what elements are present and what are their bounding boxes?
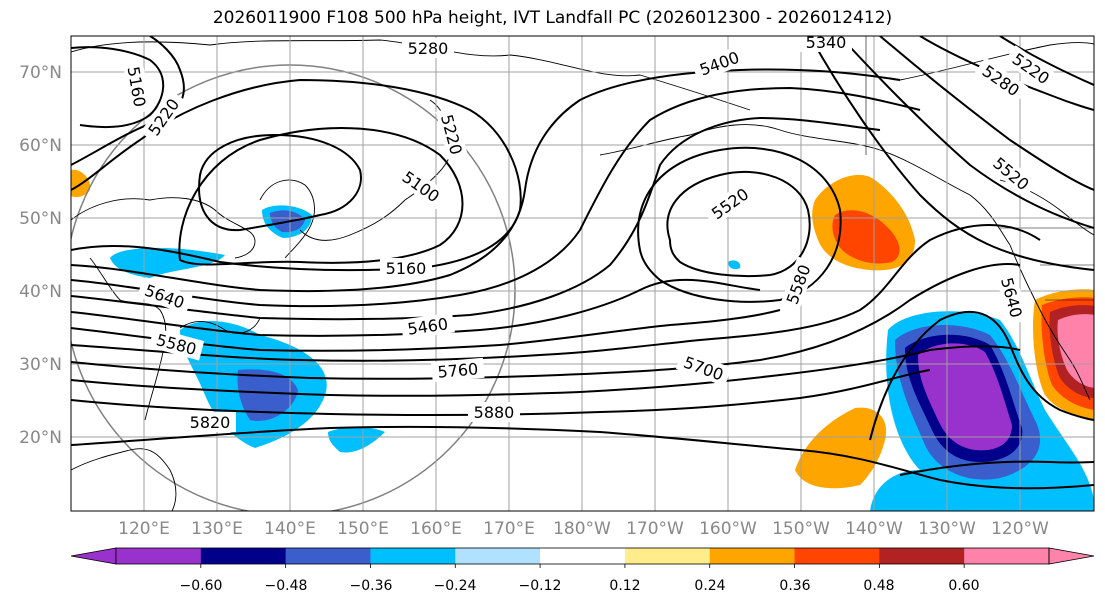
colorbar-tick-label: −0.60 <box>180 578 223 594</box>
colorbar-tick-label: −0.24 <box>434 578 477 594</box>
colorbar-tick-label: 0.60 <box>948 578 979 594</box>
colorbar-cell <box>285 548 371 564</box>
colorbar-frame <box>115 547 1050 565</box>
longitude-labels: 120°E 130°E 140°E 150°E 160°E 170°E 180°… <box>118 519 1049 539</box>
colorbar-cell <box>709 548 796 564</box>
colorbar-cell <box>370 548 456 564</box>
colorbar: −0.60 −0.48 −0.36 −0.24 −0.12 0.12 0.24 … <box>70 547 1095 594</box>
colorbar-cell <box>540 548 626 564</box>
contour-label: 5340 <box>806 33 847 52</box>
lon-label: 130°W <box>918 519 976 539</box>
plot-title: 2026011900 F108 500 hPa height, IVT Land… <box>212 8 893 28</box>
height-contours <box>71 36 1094 490</box>
contour-label: 5160 <box>386 259 427 278</box>
lon-label: 140°E <box>264 519 316 539</box>
lon-label: 120°W <box>991 519 1049 539</box>
colorbar-tick-label: 0.48 <box>863 578 894 594</box>
colorbar-tick-label: −0.36 <box>350 578 393 594</box>
colorbar-tick-label: 0.12 <box>609 578 640 594</box>
lon-label: 150°E <box>337 519 389 539</box>
colorbar-tick-label: −0.48 <box>265 578 308 594</box>
lon-label: 170°W <box>626 519 684 539</box>
contour-label: 5280 <box>408 39 449 58</box>
lat-label: 70°N <box>19 63 62 83</box>
colorbar-tick-label: −0.12 <box>519 578 562 594</box>
lat-label: 40°N <box>19 282 62 302</box>
lon-label: 150°W <box>772 519 830 539</box>
colorbar-cell <box>794 548 880 564</box>
colorbar-cell <box>624 548 711 564</box>
colorbar-tick-label: 0.36 <box>779 578 810 594</box>
colorbar-cell <box>116 548 202 564</box>
lon-label: 130°E <box>191 519 243 539</box>
lon-label: 170°E <box>483 519 535 539</box>
latitude-labels: 70°N 60°N 50°N 40°N 30°N 20°N <box>19 63 62 448</box>
lon-label: 160°W <box>699 519 757 539</box>
colorbar-tick-marks <box>200 564 965 568</box>
colorbar-max-arrow <box>1048 547 1095 565</box>
colorbar-cell <box>879 548 965 564</box>
lon-label: 140°W <box>845 519 903 539</box>
lat-label: 20°N <box>19 428 62 448</box>
contour-label: 5880 <box>474 403 515 422</box>
colorbar-cell <box>964 548 1050 564</box>
colorbar-min-arrow <box>70 547 117 565</box>
lon-label: 120°E <box>118 519 170 539</box>
lat-label: 60°N <box>19 136 62 156</box>
map-frame <box>70 35 1095 512</box>
lon-label: 180°W <box>553 519 611 539</box>
lat-label: 50°N <box>19 209 62 229</box>
contour-label: 5760 <box>437 359 479 381</box>
colorbar-cells <box>116 548 1050 564</box>
lat-label: 30°N <box>19 355 62 375</box>
colorbar-tick-label: 0.24 <box>694 578 725 594</box>
contour-label: 5820 <box>190 413 231 432</box>
colorbar-cell <box>455 548 541 564</box>
gridlines <box>71 36 1094 511</box>
lon-label: 160°E <box>410 519 462 539</box>
colorbar-cell <box>200 548 287 564</box>
